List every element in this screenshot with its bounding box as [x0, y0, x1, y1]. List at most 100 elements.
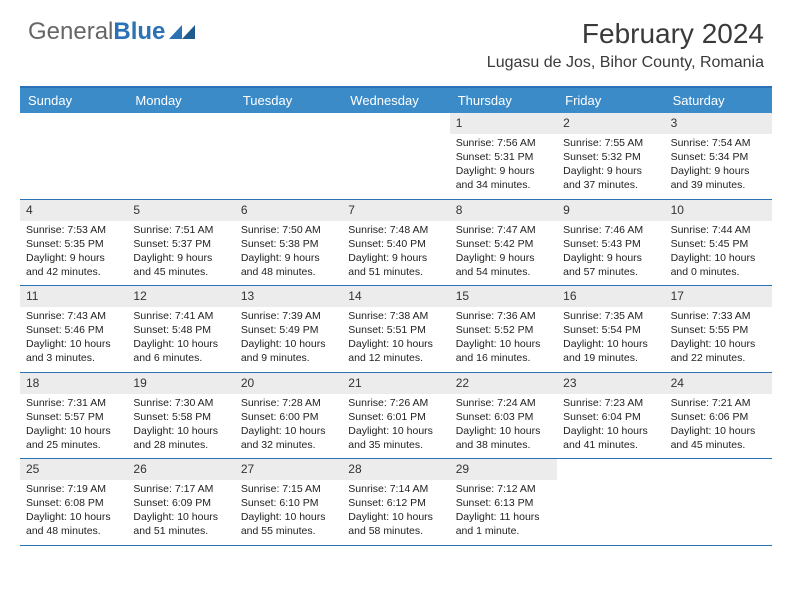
- day-number: 2: [557, 113, 664, 134]
- cell-line-dl2: and 3 minutes.: [26, 352, 121, 365]
- cell-body: Sunrise: 7:54 AMSunset: 5:34 PMDaylight:…: [665, 134, 772, 199]
- calendar-cell: 14Sunrise: 7:38 AMSunset: 5:51 PMDayligh…: [342, 286, 449, 372]
- day-number-empty: [235, 113, 342, 134]
- cell-line-dl1: Daylight: 10 hours: [456, 425, 551, 438]
- cell-line-sunset: Sunset: 5:42 PM: [456, 238, 551, 251]
- calendar-cell: 24Sunrise: 7:21 AMSunset: 6:06 PMDayligh…: [665, 373, 772, 459]
- calendar-cell: 12Sunrise: 7:41 AMSunset: 5:48 PMDayligh…: [127, 286, 234, 372]
- cell-line-sunset: Sunset: 6:00 PM: [241, 411, 336, 424]
- cell-line-sunset: Sunset: 5:54 PM: [563, 324, 658, 337]
- day-number: 28: [342, 459, 449, 480]
- day-number: 16: [557, 286, 664, 307]
- cell-line-sunrise: Sunrise: 7:47 AM: [456, 224, 551, 237]
- cell-line-dl1: Daylight: 10 hours: [563, 338, 658, 351]
- cell-line-sunset: Sunset: 5:51 PM: [348, 324, 443, 337]
- calendar-cell: [127, 113, 234, 199]
- cell-body: Sunrise: 7:43 AMSunset: 5:46 PMDaylight:…: [20, 307, 127, 372]
- cell-line-sunset: Sunset: 5:37 PM: [133, 238, 228, 251]
- calendar-cell: 3Sunrise: 7:54 AMSunset: 5:34 PMDaylight…: [665, 113, 772, 199]
- calendar-cell: 6Sunrise: 7:50 AMSunset: 5:38 PMDaylight…: [235, 200, 342, 286]
- cell-line-sunset: Sunset: 6:03 PM: [456, 411, 551, 424]
- week-row: 18Sunrise: 7:31 AMSunset: 5:57 PMDayligh…: [20, 373, 772, 460]
- cell-line-dl1: Daylight: 10 hours: [241, 511, 336, 524]
- week-row: 11Sunrise: 7:43 AMSunset: 5:46 PMDayligh…: [20, 286, 772, 373]
- calendar-cell: 7Sunrise: 7:48 AMSunset: 5:40 PMDaylight…: [342, 200, 449, 286]
- cell-line-dl1: Daylight: 10 hours: [26, 511, 121, 524]
- day-number: 7: [342, 200, 449, 221]
- cell-line-sunrise: Sunrise: 7:28 AM: [241, 397, 336, 410]
- cell-line-sunset: Sunset: 5:45 PM: [671, 238, 766, 251]
- cell-line-sunrise: Sunrise: 7:48 AM: [348, 224, 443, 237]
- cell-body: Sunrise: 7:23 AMSunset: 6:04 PMDaylight:…: [557, 394, 664, 459]
- calendar-cell: 4Sunrise: 7:53 AMSunset: 5:35 PMDaylight…: [20, 200, 127, 286]
- cell-line-dl2: and 32 minutes.: [241, 439, 336, 452]
- calendar-cell: 11Sunrise: 7:43 AMSunset: 5:46 PMDayligh…: [20, 286, 127, 372]
- cell-body: Sunrise: 7:28 AMSunset: 6:00 PMDaylight:…: [235, 394, 342, 459]
- cell-line-dl2: and 16 minutes.: [456, 352, 551, 365]
- cell-line-sunrise: Sunrise: 7:33 AM: [671, 310, 766, 323]
- cell-line-sunset: Sunset: 5:38 PM: [241, 238, 336, 251]
- cell-body: Sunrise: 7:44 AMSunset: 5:45 PMDaylight:…: [665, 221, 772, 286]
- cell-line-dl1: Daylight: 10 hours: [671, 338, 766, 351]
- cell-line-dl1: Daylight: 10 hours: [348, 338, 443, 351]
- cell-line-sunrise: Sunrise: 7:38 AM: [348, 310, 443, 323]
- cell-line-sunset: Sunset: 6:06 PM: [671, 411, 766, 424]
- location-text: Lugasu de Jos, Bihor County, Romania: [487, 54, 764, 72]
- cell-body: Sunrise: 7:21 AMSunset: 6:06 PMDaylight:…: [665, 394, 772, 459]
- calendar-cell: 9Sunrise: 7:46 AMSunset: 5:43 PMDaylight…: [557, 200, 664, 286]
- calendar-cell: 15 Sunrise: 7:36 AMSunset: 5:52 PMDayligh…: [450, 286, 557, 372]
- calendar-cell: 10Sunrise: 7:44 AMSunset: 5:45 PMDayligh…: [665, 200, 772, 286]
- cell-body: Sunrise: 7:53 AMSunset: 5:35 PMDaylight:…: [20, 221, 127, 286]
- cell-body: Sunrise: 7:48 AMSunset: 5:40 PMDaylight:…: [342, 221, 449, 286]
- cell-line-dl1: Daylight: 10 hours: [671, 425, 766, 438]
- calendar-cell: 23Sunrise: 7:23 AMSunset: 6:04 PMDayligh…: [557, 373, 664, 459]
- cell-line-sunset: Sunset: 6:13 PM: [456, 497, 551, 510]
- cell-body: Sunrise: 7:33 AMSunset: 5:55 PMDaylight:…: [665, 307, 772, 372]
- cell-line-sunrise: Sunrise: 7:26 AM: [348, 397, 443, 410]
- title-block: February 2024 Lugasu de Jos, Bihor Count…: [487, 18, 764, 72]
- cell-line-sunset: Sunset: 5:32 PM: [563, 151, 658, 164]
- cell-line-sunrise: Sunrise: 7:17 AM: [133, 483, 228, 496]
- day-header-cell: Sunday: [20, 88, 127, 113]
- cell-line-sunrise: Sunrise: 7:36 AM: [456, 310, 551, 323]
- cell-line-dl2: and 51 minutes.: [133, 525, 228, 538]
- cell-line-sunset: Sunset: 6:12 PM: [348, 497, 443, 510]
- cell-line-sunset: Sunset: 5:49 PM: [241, 324, 336, 337]
- cell-line-sunrise: Sunrise: 7:41 AM: [133, 310, 228, 323]
- cell-line-sunset: Sunset: 5:40 PM: [348, 238, 443, 251]
- cell-line-sunrise: Sunrise: 7:39 AM: [241, 310, 336, 323]
- cell-body: Sunrise: 7:30 AMSunset: 5:58 PMDaylight:…: [127, 394, 234, 459]
- cell-line-dl1: Daylight: 9 hours: [563, 165, 658, 178]
- cell-body: Sunrise: 7:17 AMSunset: 6:09 PMDaylight:…: [127, 480, 234, 545]
- cell-body: Sunrise: 7:26 AMSunset: 6:01 PMDaylight:…: [342, 394, 449, 459]
- calendar-cell: 5Sunrise: 7:51 AMSunset: 5:37 PMDaylight…: [127, 200, 234, 286]
- cell-line-dl2: and 28 minutes.: [133, 439, 228, 452]
- cell-line-sunrise: Sunrise: 7:43 AM: [26, 310, 121, 323]
- cell-line-sunset: Sunset: 6:04 PM: [563, 411, 658, 424]
- cell-line-dl1: Daylight: 10 hours: [456, 338, 551, 351]
- cell-body: Sunrise: 7:19 AMSunset: 6:08 PMDaylight:…: [20, 480, 127, 545]
- calendar-cell: 22Sunrise: 7:24 AMSunset: 6:03 PMDayligh…: [450, 373, 557, 459]
- month-title: February 2024: [487, 18, 764, 50]
- cell-line-dl1: Daylight: 9 hours: [671, 165, 766, 178]
- cell-body: Sunrise: 7:14 AMSunset: 6:12 PMDaylight:…: [342, 480, 449, 545]
- calendar-cell: 1Sunrise: 7:56 AMSunset: 5:31 PMDaylight…: [450, 113, 557, 199]
- cell-line-sunset: Sunset: 5:52 PM: [456, 324, 551, 337]
- cell-line-dl1: Daylight: 10 hours: [133, 425, 228, 438]
- week-row: 4Sunrise: 7:53 AMSunset: 5:35 PMDaylight…: [20, 200, 772, 287]
- cell-line-dl1: Daylight: 10 hours: [26, 338, 121, 351]
- day-number: 15: [450, 286, 557, 307]
- day-number-empty: [127, 113, 234, 134]
- cell-line-dl1: Daylight: 10 hours: [241, 425, 336, 438]
- day-number: 20: [235, 373, 342, 394]
- cell-line-dl1: Daylight: 10 hours: [133, 511, 228, 524]
- day-number-empty: [557, 459, 664, 480]
- header: GeneralBlue February 2024 Lugasu de Jos,…: [0, 0, 792, 80]
- day-number: 23: [557, 373, 664, 394]
- cell-body: Sunrise: 7:15 AMSunset: 6:10 PMDaylight:…: [235, 480, 342, 545]
- calendar-cell: 17Sunrise: 7:33 AMSunset: 5:55 PMDayligh…: [665, 286, 772, 372]
- cell-line-sunrise: Sunrise: 7:21 AM: [671, 397, 766, 410]
- cell-body: Sunrise: 7:56 AMSunset: 5:31 PMDaylight:…: [450, 134, 557, 199]
- day-header-cell: Thursday: [450, 88, 557, 113]
- cell-line-dl2: and 6 minutes.: [133, 352, 228, 365]
